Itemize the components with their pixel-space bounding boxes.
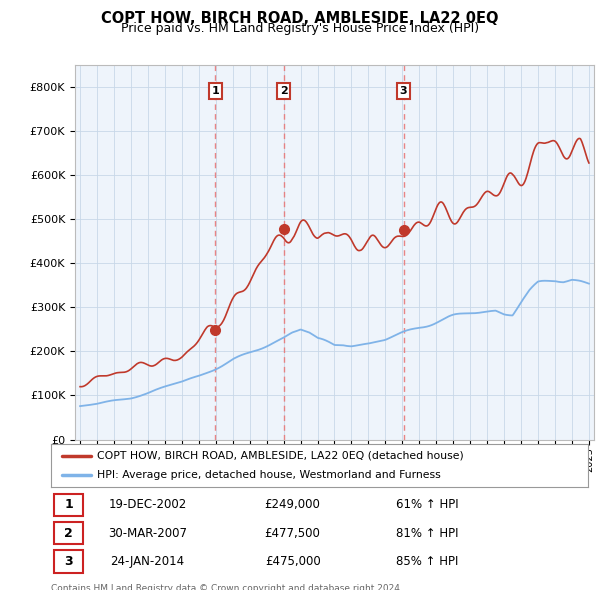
Text: 3: 3 bbox=[64, 555, 73, 568]
Text: 24-JAN-2014: 24-JAN-2014 bbox=[110, 555, 185, 568]
Text: 2: 2 bbox=[64, 526, 73, 540]
Text: £477,500: £477,500 bbox=[265, 526, 320, 540]
Text: £249,000: £249,000 bbox=[265, 498, 320, 512]
FancyBboxPatch shape bbox=[53, 522, 83, 544]
Text: 85% ↑ HPI: 85% ↑ HPI bbox=[396, 555, 458, 568]
Text: 1: 1 bbox=[64, 498, 73, 512]
FancyBboxPatch shape bbox=[53, 550, 83, 572]
Text: HPI: Average price, detached house, Westmorland and Furness: HPI: Average price, detached house, West… bbox=[97, 470, 440, 480]
Text: Contains HM Land Registry data © Crown copyright and database right 2024.: Contains HM Land Registry data © Crown c… bbox=[51, 584, 403, 590]
Text: 1: 1 bbox=[211, 86, 219, 96]
Text: 30-MAR-2007: 30-MAR-2007 bbox=[108, 526, 187, 540]
Text: Price paid vs. HM Land Registry's House Price Index (HPI): Price paid vs. HM Land Registry's House … bbox=[121, 22, 479, 35]
Text: 19-DEC-2002: 19-DEC-2002 bbox=[109, 498, 187, 512]
FancyBboxPatch shape bbox=[53, 494, 83, 516]
Text: COPT HOW, BIRCH ROAD, AMBLESIDE, LA22 0EQ (detached house): COPT HOW, BIRCH ROAD, AMBLESIDE, LA22 0E… bbox=[97, 451, 463, 461]
Text: COPT HOW, BIRCH ROAD, AMBLESIDE, LA22 0EQ: COPT HOW, BIRCH ROAD, AMBLESIDE, LA22 0E… bbox=[101, 11, 499, 25]
Text: £475,000: £475,000 bbox=[265, 555, 320, 568]
Text: 3: 3 bbox=[400, 86, 407, 96]
Text: 81% ↑ HPI: 81% ↑ HPI bbox=[395, 526, 458, 540]
Text: 2: 2 bbox=[280, 86, 287, 96]
Text: 61% ↑ HPI: 61% ↑ HPI bbox=[395, 498, 458, 512]
